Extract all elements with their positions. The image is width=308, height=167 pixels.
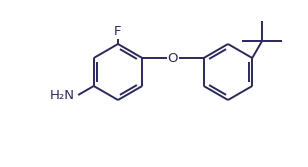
Text: O: O xyxy=(168,51,178,64)
Text: H₂N: H₂N xyxy=(50,89,75,102)
Text: F: F xyxy=(114,25,122,38)
